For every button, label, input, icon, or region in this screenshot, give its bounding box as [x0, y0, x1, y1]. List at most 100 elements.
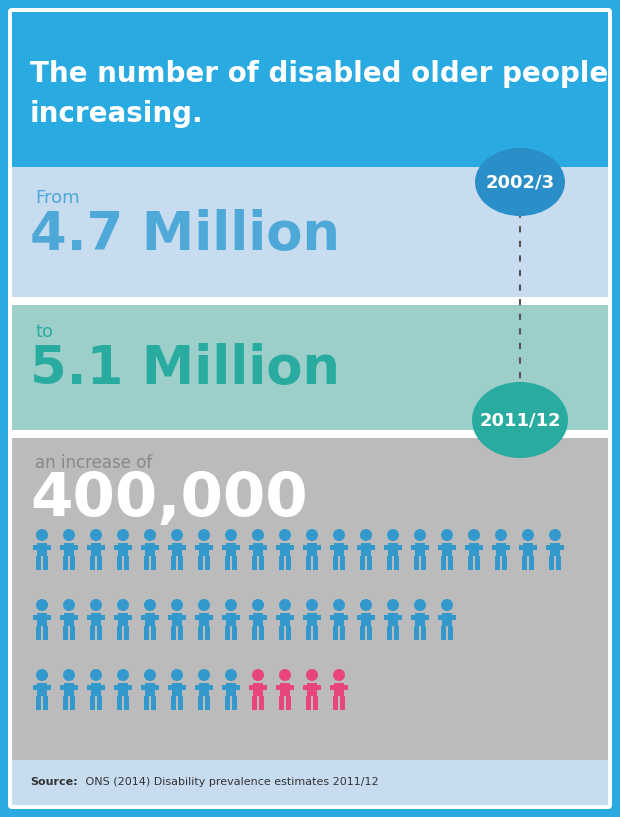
Bar: [357, 615, 375, 620]
Bar: [171, 696, 176, 710]
Bar: [114, 685, 132, 690]
Bar: [141, 545, 159, 550]
Bar: [87, 685, 105, 690]
Bar: [205, 696, 210, 710]
FancyBboxPatch shape: [8, 8, 612, 809]
Bar: [117, 556, 122, 570]
Bar: [60, 545, 78, 550]
Bar: [276, 615, 294, 620]
Bar: [226, 683, 236, 696]
Bar: [361, 613, 371, 626]
Bar: [117, 696, 122, 710]
Bar: [12, 12, 608, 167]
Ellipse shape: [36, 669, 48, 681]
Bar: [303, 685, 321, 690]
Text: increasing.: increasing.: [30, 100, 203, 128]
Bar: [448, 556, 453, 570]
Bar: [303, 615, 321, 620]
Bar: [151, 696, 156, 710]
Bar: [333, 556, 338, 570]
Ellipse shape: [333, 529, 345, 541]
Bar: [438, 615, 456, 620]
Bar: [253, 683, 263, 696]
Bar: [279, 626, 284, 640]
Ellipse shape: [36, 599, 48, 611]
Ellipse shape: [252, 669, 264, 681]
Bar: [306, 556, 311, 570]
Bar: [280, 683, 290, 696]
Bar: [465, 545, 483, 550]
Bar: [550, 543, 560, 556]
Ellipse shape: [279, 669, 291, 681]
Bar: [232, 556, 237, 570]
Bar: [522, 556, 527, 570]
Bar: [172, 613, 182, 626]
Bar: [252, 696, 257, 710]
Bar: [442, 613, 452, 626]
Bar: [12, 760, 608, 805]
Ellipse shape: [414, 529, 426, 541]
Bar: [37, 683, 47, 696]
Bar: [178, 556, 183, 570]
Bar: [97, 626, 102, 640]
Bar: [394, 556, 399, 570]
Bar: [313, 556, 318, 570]
Ellipse shape: [225, 599, 237, 611]
Bar: [43, 626, 48, 640]
Bar: [388, 613, 398, 626]
Bar: [198, 626, 203, 640]
Text: 400,000: 400,000: [30, 470, 308, 529]
Bar: [226, 543, 236, 556]
Ellipse shape: [117, 599, 129, 611]
Ellipse shape: [252, 529, 264, 541]
Bar: [33, 615, 51, 620]
Bar: [415, 543, 425, 556]
Ellipse shape: [495, 529, 507, 541]
Bar: [37, 613, 47, 626]
Ellipse shape: [171, 599, 183, 611]
Bar: [90, 556, 95, 570]
Bar: [114, 615, 132, 620]
Ellipse shape: [198, 599, 210, 611]
Bar: [276, 545, 294, 550]
Ellipse shape: [171, 669, 183, 681]
Bar: [199, 613, 209, 626]
Bar: [502, 556, 507, 570]
Ellipse shape: [414, 599, 426, 611]
Bar: [36, 626, 41, 640]
Bar: [276, 685, 294, 690]
Ellipse shape: [279, 529, 291, 541]
Bar: [12, 305, 608, 430]
Bar: [114, 545, 132, 550]
Ellipse shape: [441, 529, 453, 541]
Bar: [280, 613, 290, 626]
Bar: [549, 556, 554, 570]
Ellipse shape: [225, 529, 237, 541]
Bar: [222, 685, 240, 690]
Ellipse shape: [306, 599, 318, 611]
Bar: [12, 438, 608, 760]
Ellipse shape: [306, 669, 318, 681]
Ellipse shape: [117, 669, 129, 681]
Bar: [90, 696, 95, 710]
Bar: [259, 696, 264, 710]
Bar: [330, 545, 348, 550]
Bar: [145, 543, 155, 556]
Bar: [60, 615, 78, 620]
Bar: [145, 613, 155, 626]
Bar: [313, 696, 318, 710]
Ellipse shape: [441, 599, 453, 611]
Ellipse shape: [63, 529, 75, 541]
Ellipse shape: [522, 529, 534, 541]
Bar: [91, 683, 101, 696]
Ellipse shape: [468, 529, 480, 541]
Bar: [199, 543, 209, 556]
Bar: [117, 626, 122, 640]
Ellipse shape: [198, 669, 210, 681]
Bar: [388, 543, 398, 556]
Bar: [421, 556, 426, 570]
Bar: [90, 626, 95, 640]
Bar: [144, 696, 149, 710]
Bar: [151, 626, 156, 640]
Bar: [198, 696, 203, 710]
